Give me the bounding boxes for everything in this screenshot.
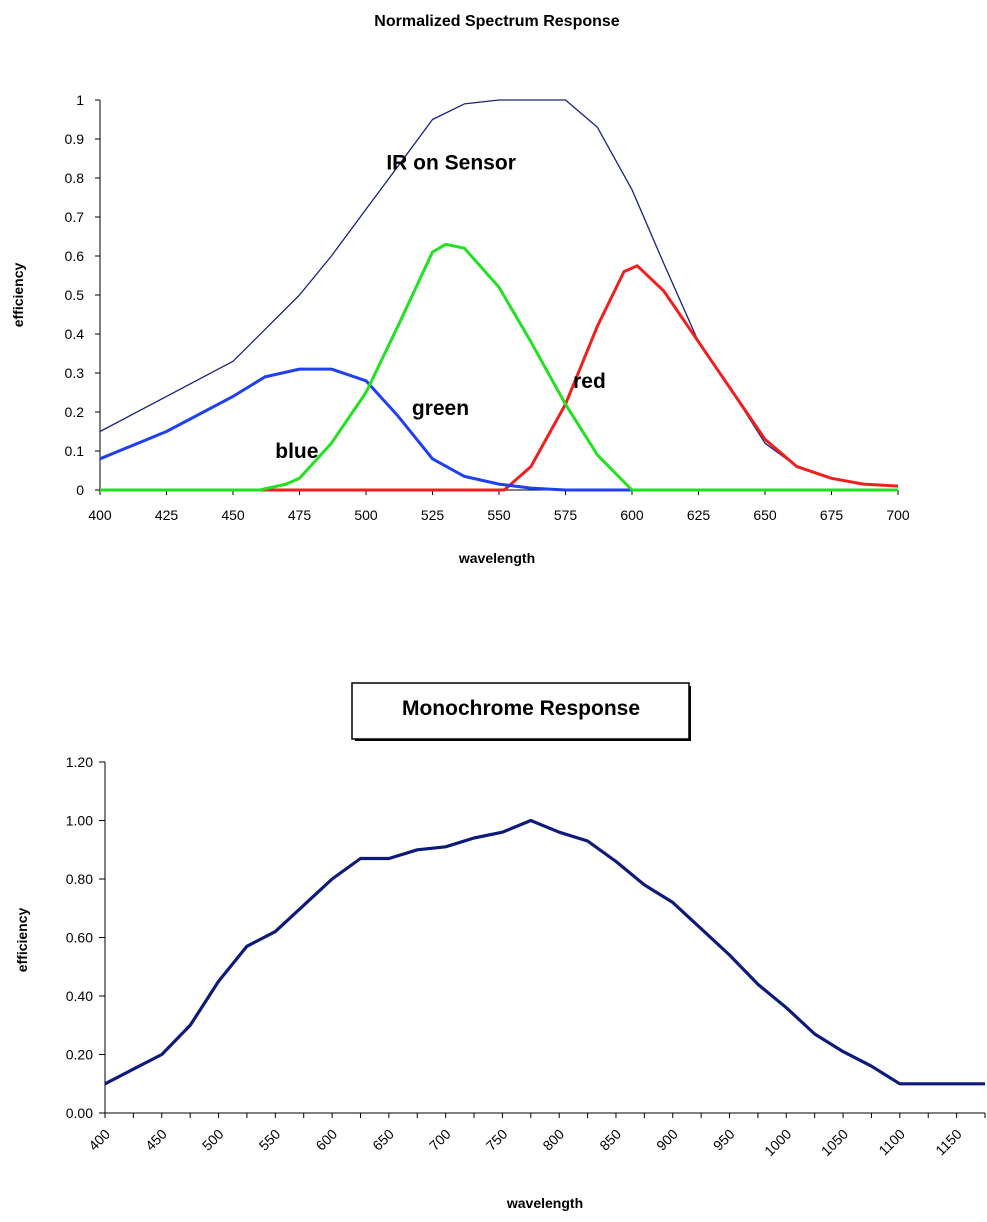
x-tick-label: 400 xyxy=(88,507,112,523)
x-tick-label: 575 xyxy=(554,507,578,523)
x-tick-label: 400 xyxy=(85,1126,113,1154)
y-tick-label: 0.80 xyxy=(66,871,93,887)
x-tick-label: 850 xyxy=(596,1126,624,1154)
y-tick-label: 0.40 xyxy=(66,988,93,1004)
x-tick-label: 700 xyxy=(886,507,910,523)
x-tick-label: 650 xyxy=(753,507,777,523)
x-tick-label: 625 xyxy=(687,507,711,523)
x-tick-label: 650 xyxy=(369,1126,397,1154)
y-tick-label: 0.5 xyxy=(65,287,85,303)
spectrum-y-axis-label: efficiency xyxy=(10,262,26,327)
y-tick-label: 0 xyxy=(76,482,84,498)
x-tick-label: 700 xyxy=(426,1126,454,1154)
y-tick-label: 0.6 xyxy=(65,248,85,264)
x-tick-label: 900 xyxy=(653,1126,681,1154)
x-tick-label: 500 xyxy=(354,507,378,523)
x-tick-label: 800 xyxy=(539,1126,567,1154)
x-tick-label: 1150 xyxy=(932,1126,965,1159)
spectrum-chart: Normalized Spectrum Response 0 0.1 0.2 0.3 0… xyxy=(10,13,910,566)
y-tick-label: 0.8 xyxy=(65,170,85,186)
y-tick-label: 0.20 xyxy=(66,1047,93,1063)
x-tick-label: 500 xyxy=(199,1126,227,1154)
blue-line xyxy=(99,367,898,492)
monochrome-y-axis-label: efficiency xyxy=(14,907,30,972)
x-tick-label: 450 xyxy=(142,1126,170,1154)
y-tick-label: 1.20 xyxy=(66,754,93,770)
monochrome-chart-title: Monochrome Response xyxy=(402,697,640,720)
x-tick-label: 425 xyxy=(155,507,179,523)
green-line xyxy=(100,242,898,492)
monochrome-line xyxy=(104,818,985,1086)
x-tick-label: 450 xyxy=(221,507,245,523)
y-tick-label: 0.2 xyxy=(65,404,85,420)
monochrome-title-box xyxy=(351,682,690,740)
y-tick-label: 0.4 xyxy=(65,326,85,342)
series-annotation: red xyxy=(573,370,606,393)
series-annotation: IR on Sensor xyxy=(386,151,516,174)
x-tick-label: 525 xyxy=(421,507,445,523)
x-tick-label: 550 xyxy=(487,507,511,523)
monochrome-chart: Monochrome Response 0.00 0.20 0.40 0.60 0.80… xyxy=(14,682,986,1211)
x-tick-label: 1000 xyxy=(761,1126,794,1159)
x-tick-label: 675 xyxy=(820,507,844,523)
y-tick-label: 0.1 xyxy=(65,443,85,459)
series-annotation: blue xyxy=(275,440,318,463)
series-annotation: green xyxy=(412,397,469,420)
red-line xyxy=(100,264,899,492)
y-tick-label: 0.00 xyxy=(66,1105,93,1121)
y-tick-label: 1 xyxy=(76,92,84,108)
x-tick-label: 1100 xyxy=(875,1126,908,1159)
x-tick-label: 550 xyxy=(256,1126,284,1154)
x-tick-label: 750 xyxy=(483,1126,511,1154)
x-tick-label: 950 xyxy=(710,1126,738,1154)
x-tick-label: 600 xyxy=(620,507,644,523)
x-tick-label: 600 xyxy=(312,1126,340,1154)
spectrum-chart-title: Normalized Spectrum Response xyxy=(374,13,620,30)
y-tick-label: 1.00 xyxy=(66,813,93,829)
y-tick-label: 0.60 xyxy=(66,930,93,946)
y-tick-label: 0.7 xyxy=(65,209,85,225)
spectrum-x-axis-label: wavelength xyxy=(458,550,535,566)
y-tick-label: 0.3 xyxy=(65,365,85,381)
monochrome-x-axis-label: wavelength xyxy=(506,1195,583,1211)
y-tick-label: 0.9 xyxy=(65,131,85,147)
x-tick-label: 1050 xyxy=(818,1126,851,1159)
x-tick-label: 475 xyxy=(288,507,312,523)
